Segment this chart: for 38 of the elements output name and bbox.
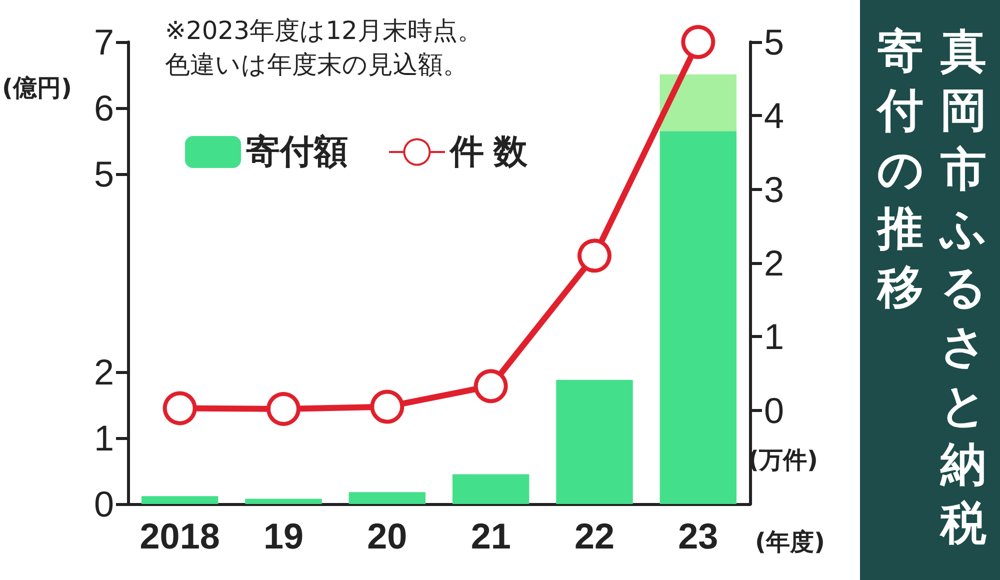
annotation: 色違いは年度末の見込額。 (165, 50, 468, 79)
bar (660, 131, 737, 504)
bar (245, 498, 322, 504)
point (162, 391, 197, 426)
bar (348, 492, 426, 504)
point (266, 392, 300, 426)
bar (660, 74, 737, 132)
point (578, 238, 612, 273)
y2-tick-label: 2 (764, 242, 784, 284)
legend-label: 件 数 (448, 133, 528, 171)
point (681, 25, 716, 59)
y2-tick-label: 4 (764, 95, 784, 136)
x-tick-label: 23 (678, 516, 718, 556)
x-tick-label: 22 (574, 516, 615, 556)
y-tick-label: 5 (94, 154, 114, 194)
y-tick-label: 6 (94, 88, 114, 128)
y-tick-label: 1 (94, 418, 114, 458)
y-axis-title: (億円) (2, 74, 72, 102)
annotation: ※2023年度は12月末時点。 (165, 16, 482, 45)
x-tick-label: 20 (367, 516, 408, 556)
point (370, 390, 404, 424)
legend-label: 寄付額 (246, 133, 348, 171)
y-tick-label: 0 (94, 484, 114, 524)
point (474, 369, 508, 404)
bar (452, 474, 530, 504)
x-axis-title: (年度) (755, 528, 825, 556)
x-tick-label: 2018 (140, 516, 220, 556)
y-tick-label: 7 (94, 22, 114, 62)
y2-tick-label: 5 (764, 22, 784, 62)
y2-tick-label: 3 (764, 168, 784, 210)
bar (556, 380, 633, 504)
chart-title: 真岡市ふるさと納税寄付の推移 (877, 24, 987, 550)
x-tick-label: 21 (470, 516, 511, 556)
y2-tick-label: 0 (764, 390, 784, 431)
x-tick-label: 19 (263, 516, 304, 556)
y2-tick-label: 1 (764, 316, 784, 358)
y-tick-label: 2 (94, 352, 114, 392)
bar (141, 496, 218, 504)
